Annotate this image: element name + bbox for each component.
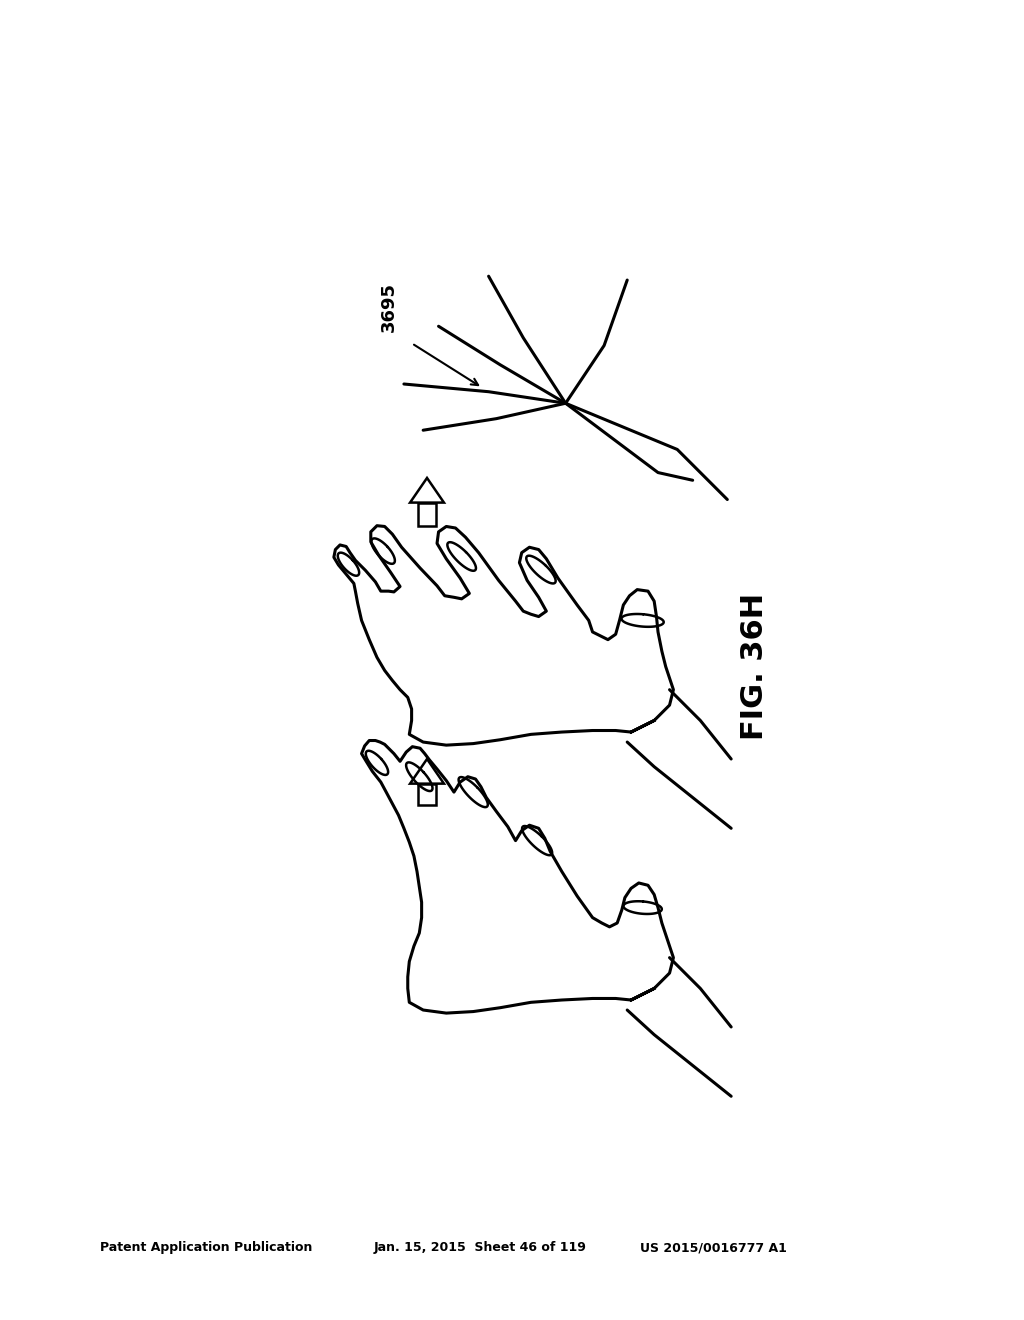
- Text: Jan. 15, 2015  Sheet 46 of 119: Jan. 15, 2015 Sheet 46 of 119: [374, 1241, 587, 1254]
- Polygon shape: [410, 759, 444, 784]
- Polygon shape: [410, 478, 444, 503]
- Text: US 2015/0016777 A1: US 2015/0016777 A1: [640, 1241, 786, 1254]
- Polygon shape: [418, 503, 436, 527]
- Polygon shape: [418, 784, 436, 805]
- Text: Patent Application Publication: Patent Application Publication: [100, 1241, 312, 1254]
- Text: FIG. 36H: FIG. 36H: [739, 593, 769, 741]
- Text: 3695: 3695: [380, 282, 397, 333]
